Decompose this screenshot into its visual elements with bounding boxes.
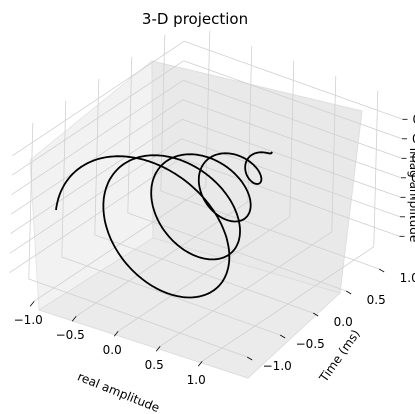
x-tick-label: −0.5 [56,328,85,342]
y-tick-label: −0.5 [296,337,325,351]
gridline [10,99,183,215]
gridline [201,246,375,362]
gridline [182,79,402,159]
y-tick-mark [312,312,319,317]
z-axis-label: imag amplitude [407,148,415,242]
y-tick-mark [246,356,253,361]
gridline [9,157,182,274]
z-tick-label: 0.25 [412,151,415,165]
pane-floor [37,237,341,379]
gridline [12,40,185,157]
x-tick-label: 0.5 [145,358,164,372]
z-tick-label: 0.75 [413,112,415,126]
y-tick-label: 0.0 [334,315,353,329]
x-tick-label: 0.0 [103,343,122,357]
x-tick-mark [155,345,161,352]
x-axis-label: real amplitude [75,369,161,414]
gridline [183,60,403,140]
x-tick-mark [113,330,119,337]
spiral-series-line [55,151,273,299]
gridline [11,60,184,176]
x-tick-mark [29,300,35,307]
x-tick-label: −1.0 [14,313,43,327]
y-tick-label: −1.0 [263,359,292,373]
gridline [159,231,333,347]
y-axis-label: Time (ms) [316,327,363,385]
z-tick-label: −0.50 [410,210,415,224]
gridlines [9,30,403,362]
y-tick-label: 1.0 [400,271,415,285]
gridline [180,157,400,237]
gridline [182,99,402,179]
x-tick-mark [71,315,77,322]
gridline [181,138,401,218]
chart-title: 3-D projection [142,10,248,28]
gridline [160,190,380,270]
tick-labels: −1.0 −0.5 0.0 0.5 1.0 −1.0 −0.5 0.0 0.5 1.0 −0.75 −… [14,112,415,387]
gridline [183,40,403,120]
y-tick-mark [378,268,385,273]
z-tick-label: −0.25 [411,190,415,204]
z-tick-label: −0.75 [410,229,415,243]
gridline [10,118,183,235]
x-tick-label: 1.0 [187,373,206,387]
x-tick-mark [197,360,203,367]
gridline [9,138,182,254]
y-tick-mark [345,290,352,295]
gridline [181,118,401,198]
gridline [94,234,314,314]
y-tick-mark [279,334,286,339]
gridline [127,212,347,292]
axes [29,118,408,367]
z-tick-label: 0.00 [411,171,415,185]
gridline [11,79,184,196]
y-tick-label: 0.5 [367,293,386,307]
z-tick-label: 0.50 [412,132,415,146]
